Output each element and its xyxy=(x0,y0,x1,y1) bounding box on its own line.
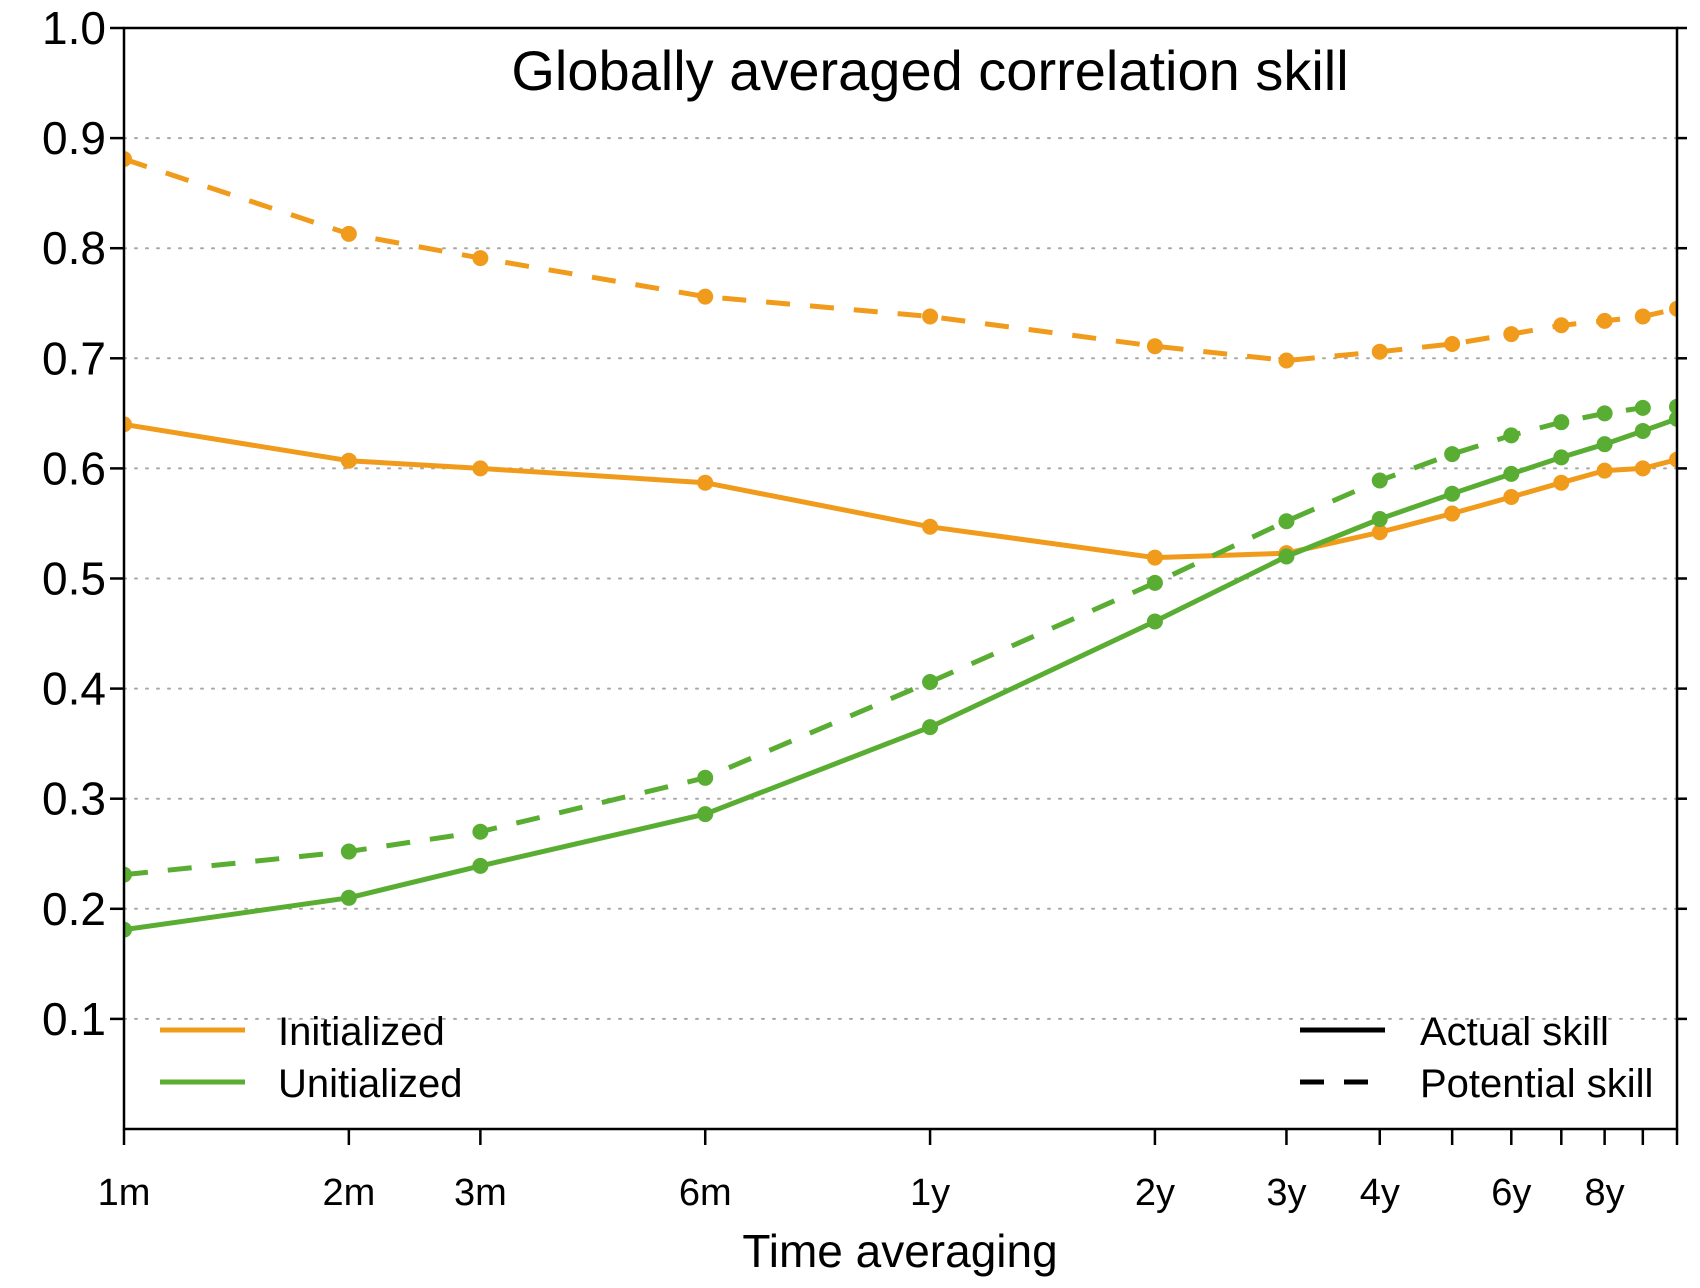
data-point xyxy=(1634,460,1651,477)
data-point xyxy=(1634,422,1651,439)
data-point xyxy=(922,308,939,325)
data-point xyxy=(922,518,939,535)
data-point xyxy=(1503,465,1520,482)
data-point xyxy=(1596,462,1613,479)
data-point xyxy=(922,719,939,736)
data-point xyxy=(1444,335,1461,352)
y-tick-label: 0.1 xyxy=(42,993,106,1045)
x-tick-label: 1y xyxy=(910,1172,950,1214)
data-point xyxy=(1634,399,1651,416)
data-point xyxy=(1371,511,1388,528)
data-point xyxy=(697,288,714,305)
data-point xyxy=(1553,414,1570,431)
series-line xyxy=(124,156,1677,363)
x-tick-label: 4y xyxy=(1360,1172,1400,1214)
series-line xyxy=(124,404,1677,878)
data-point xyxy=(124,921,132,938)
x-tick-label: 8y xyxy=(1585,1172,1625,1214)
y-tick-label: 0.4 xyxy=(42,663,106,715)
y-tick-label: 0.3 xyxy=(42,773,106,825)
data-point xyxy=(1503,489,1520,506)
series-line xyxy=(124,421,1677,561)
data-point xyxy=(472,823,489,840)
x-axis-label: Time averaging xyxy=(742,1225,1057,1277)
data-point xyxy=(1146,574,1163,591)
data-point xyxy=(1669,398,1677,415)
legend-series: Initialized Unitialized xyxy=(160,1010,463,1106)
data-point xyxy=(1553,449,1570,466)
data-point xyxy=(1596,436,1613,453)
x-tick-label: 2y xyxy=(1135,1172,1175,1214)
y-tick-label: 0.7 xyxy=(42,332,106,384)
data-point xyxy=(1371,524,1388,541)
legend-label: Initialized xyxy=(278,1010,445,1054)
data-point xyxy=(697,474,714,491)
x-tick-label: 6m xyxy=(679,1172,732,1214)
data-point xyxy=(340,225,357,242)
data-point xyxy=(124,416,132,433)
data-point xyxy=(1146,549,1163,566)
axis-layer: 0.1 0.2 0.3 0.4 0.5 0.6 0.7 0.8 0.9 1.0 1m 2m 3m 6m 1y… xyxy=(42,2,1687,1214)
legend-label: Unitialized xyxy=(278,1062,463,1106)
series-unitialized-actual xyxy=(124,410,1677,938)
data-point xyxy=(697,769,714,786)
data-point xyxy=(1596,312,1613,329)
data-point xyxy=(1553,317,1570,334)
data-point xyxy=(1146,338,1163,355)
data-point xyxy=(697,806,714,823)
data-point xyxy=(472,250,489,267)
data-point xyxy=(1371,343,1388,360)
x-tick-label: 2m xyxy=(322,1172,375,1214)
y-tick-label: 0.8 xyxy=(42,222,106,274)
data-point xyxy=(472,460,489,477)
data-point xyxy=(1503,427,1520,444)
data-point xyxy=(1444,485,1461,502)
series-initialized-potential xyxy=(124,151,1677,369)
data-point xyxy=(1596,405,1613,422)
data-point xyxy=(124,866,132,883)
y-tick-label: 0.9 xyxy=(42,112,106,164)
data-point xyxy=(1503,326,1520,343)
data-point xyxy=(1278,513,1295,530)
data-point xyxy=(1669,300,1677,317)
data-point xyxy=(1146,613,1163,630)
data-point xyxy=(1444,505,1461,522)
data-point xyxy=(1634,308,1651,325)
y-tick-label: 1.0 xyxy=(42,2,106,54)
data-point xyxy=(1371,472,1388,489)
data-point xyxy=(1444,446,1461,463)
x-tick-label: 3m xyxy=(454,1172,507,1214)
data-point xyxy=(1278,352,1295,369)
data-point xyxy=(340,452,357,469)
data-point xyxy=(124,151,132,168)
legend-label: Actual skill xyxy=(1420,1010,1609,1054)
y-tick-label: 0.2 xyxy=(42,883,106,935)
grid-layer xyxy=(123,137,1678,1020)
series-layer xyxy=(124,151,1677,938)
series-line xyxy=(124,416,1677,933)
legend-label: Potential skill xyxy=(1420,1062,1653,1106)
y-tick-label: 0.5 xyxy=(42,553,106,605)
data-point xyxy=(922,673,939,690)
y-tick-label: 0.6 xyxy=(42,442,106,494)
data-point xyxy=(1553,474,1570,491)
data-point xyxy=(340,889,357,906)
chart-title: Globally averaged correlation skill xyxy=(511,39,1348,102)
data-point xyxy=(1669,451,1677,468)
data-point xyxy=(1669,410,1677,427)
data-point xyxy=(1278,548,1295,565)
data-point xyxy=(472,857,489,874)
data-point xyxy=(340,843,357,860)
x-tick-label: 6y xyxy=(1491,1172,1531,1214)
x-tick-label: 1m xyxy=(98,1172,151,1214)
legend-skill-type: Actual skill Potential skill xyxy=(1300,1010,1653,1106)
x-tick-label: 3y xyxy=(1266,1172,1306,1214)
series-unitialized-potential xyxy=(124,398,1677,883)
